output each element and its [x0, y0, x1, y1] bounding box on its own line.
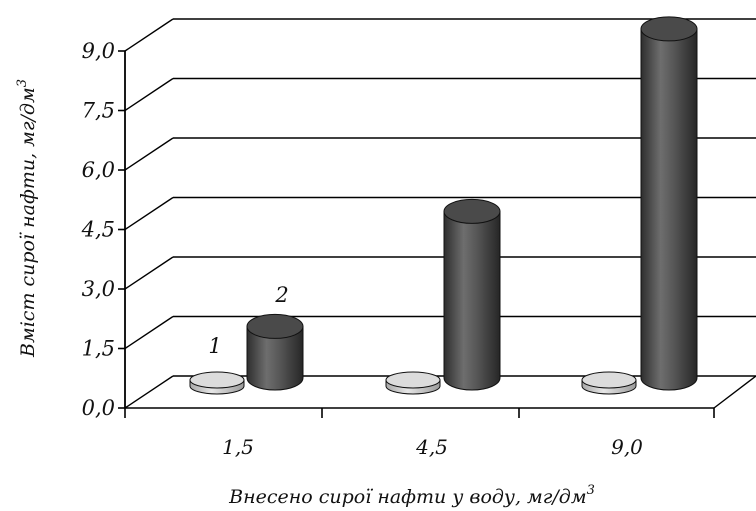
y-tick-label: 1,5 — [82, 337, 115, 361]
y-tick-label: 9,0 — [82, 39, 115, 63]
series-labels: 12 — [208, 283, 288, 358]
grid-diagonal — [124, 315, 174, 350]
x-axis-title-text: Внесено сирої нафти у воду, мг/дм — [228, 486, 586, 508]
x-axis-title: Внесено сирої нафти у воду, мг/дм3 — [228, 483, 595, 508]
y-axis-title-text: Вміст сирої нафти, мг/дм — [17, 87, 39, 358]
y-tick-label: 7,5 — [82, 99, 115, 123]
grid-diagonal — [124, 18, 174, 52]
grid-diagonal — [124, 256, 174, 290]
grid-diagonal — [124, 196, 174, 231]
bar-series-1 — [581, 371, 637, 395]
bar-series-1 — [385, 371, 441, 395]
series-label-1: 1 — [208, 334, 221, 358]
grid-diagonal — [124, 375, 174, 409]
series-label-2: 2 — [274, 283, 288, 307]
y-tick-label: 3,0 — [82, 277, 115, 301]
y-axis-title: Вміст сирої нафти, мг/дм3 — [15, 79, 39, 358]
bar-series-1 — [189, 371, 245, 395]
y-tick-label: 4,5 — [81, 218, 115, 242]
bar-series-2 — [443, 198, 501, 391]
bars — [189, 16, 698, 395]
x-tick-label: 4,5 — [415, 435, 448, 459]
y-axis-title-sup: 3 — [15, 79, 30, 87]
bar-series-2 — [246, 313, 304, 391]
y-ticks: 0,0 1,5 3,0 4,5 6,0 7,5 9,0 — [81, 39, 125, 420]
bar-series-2 — [640, 16, 698, 391]
x-tick-label: 9,0 — [611, 435, 643, 459]
grid-diagonal — [124, 137, 174, 171]
y-tick-label: 0,0 — [82, 396, 115, 420]
y-tick-label: 6,0 — [82, 158, 115, 182]
x-axis-title-sup: 3 — [587, 483, 595, 498]
floor-right-edge — [713, 375, 756, 409]
category-labels: 1,5 4,5 9,0 — [222, 435, 643, 459]
x-tick-label: 1,5 — [222, 435, 254, 459]
grid-diagonal — [124, 77, 174, 112]
x-ticks — [124, 408, 715, 418]
